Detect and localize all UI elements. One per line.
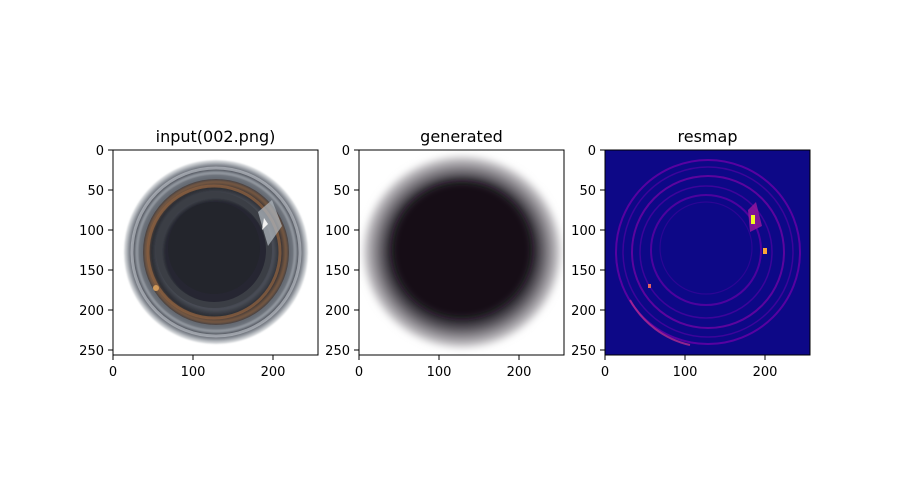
generated-ytick: 250 [325,344,350,359]
generated-ytick: 50 [333,184,350,199]
generated-ytick: 0 [342,144,350,159]
panel-resmap: resmap 0 100 200 [571,127,811,380]
panel-generated: generated 0 100 200 0 50 100 150 200 [325,127,565,380]
resmap-image [605,150,810,355]
input-x-axis: 0 100 200 [109,355,286,380]
resmap-ytick: 100 [571,224,596,239]
input-xtick: 200 [261,365,286,380]
resmap-ytick: 150 [571,264,596,279]
generated-ytick: 150 [325,264,350,279]
resmap-y-axis: 0 50 100 150 200 250 [571,144,605,359]
input-xtick: 100 [181,365,206,380]
generated-y-axis: 0 50 100 150 200 250 [325,144,359,359]
resmap-ytick: 250 [571,344,596,359]
resmap-xtick: 200 [753,365,778,380]
resmap-xtick: 100 [673,365,698,380]
generated-title: generated [420,127,503,146]
generated-x-axis: 0 100 200 [355,355,532,380]
generated-xtick: 0 [355,365,363,380]
input-ytick: 200 [79,304,104,319]
generated-ytick: 100 [325,224,350,239]
resmap-xtick: 0 [601,365,609,380]
panel-input: input(002.png) 0 100 200 [79,127,319,380]
resmap-title: resmap [678,127,738,146]
generated-image [359,150,564,355]
generated-ytick: 200 [325,304,350,319]
input-ytick: 0 [96,144,104,159]
input-xtick: 0 [109,365,117,380]
generated-xtick: 200 [507,365,532,380]
input-y-axis: 0 50 100 150 200 250 [79,144,113,359]
resmap-x-axis: 0 100 200 [601,355,778,380]
input-ytick: 250 [79,344,104,359]
input-ytick: 50 [87,184,104,199]
resmap-ytick: 50 [579,184,596,199]
generated-xtick: 100 [427,365,452,380]
resmap-ytick: 0 [588,144,596,159]
input-title: input(002.png) [156,127,276,146]
input-image [113,150,318,355]
input-ytick: 150 [79,264,104,279]
input-ytick: 100 [79,224,104,239]
resmap-ytick: 200 [571,304,596,319]
